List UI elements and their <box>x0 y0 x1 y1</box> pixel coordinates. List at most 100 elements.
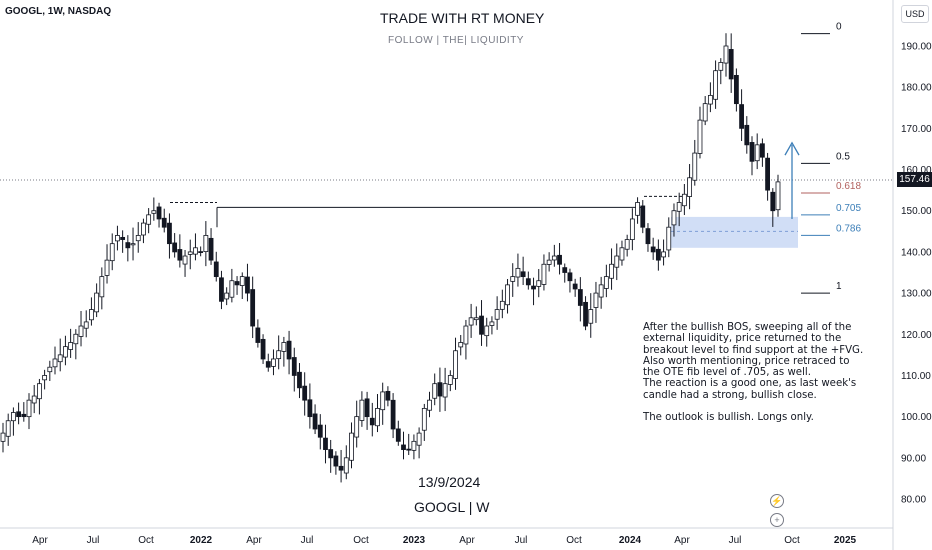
candle-body <box>401 444 406 450</box>
fib-level-label: 1 <box>836 281 842 292</box>
candle-body <box>671 210 677 226</box>
x-tick-label: Jul <box>515 535 528 546</box>
note-line <box>643 401 857 412</box>
candle-body <box>239 276 245 286</box>
candle-body <box>702 103 708 122</box>
candle-body <box>281 342 287 352</box>
candle-body <box>68 342 74 350</box>
candle-body <box>499 300 505 310</box>
candle-body <box>343 457 349 474</box>
candle-body <box>697 119 703 154</box>
candle-body <box>619 247 625 261</box>
candle-body <box>437 382 443 397</box>
x-tick-label: 2022 <box>190 535 213 546</box>
candle-body <box>749 142 755 162</box>
note-line: Also worth mentioning, price retraced to <box>643 355 850 367</box>
candle-body <box>395 428 401 442</box>
y-tick-label: 120.00 <box>901 330 932 341</box>
candle-body <box>302 385 308 401</box>
x-tick-label: Jul <box>301 535 314 546</box>
plus-icon[interactable]: + <box>770 513 784 527</box>
candle-body <box>99 276 105 298</box>
last-price-tag: 157.46 <box>897 172 932 187</box>
lightning-icon[interactable]: ⚡ <box>770 494 784 508</box>
candle-body <box>421 407 427 431</box>
candle-body <box>52 358 58 368</box>
candle-body <box>271 358 276 367</box>
candle-body <box>89 309 94 321</box>
x-tick-label: Jul <box>729 535 742 546</box>
fib-level-label: 0.5 <box>836 151 850 162</box>
candle-body <box>754 144 760 162</box>
candle-body <box>676 202 682 212</box>
candle-body <box>759 143 765 158</box>
date-annotation: 13/9/2024 <box>418 474 481 490</box>
candle-body <box>120 236 126 240</box>
candle-body <box>588 309 594 324</box>
watermark-title: TRADE WITH RT MONEY <box>380 10 545 26</box>
candle-body <box>208 237 214 261</box>
candle-body <box>31 395 37 404</box>
candle-body <box>416 432 422 446</box>
analysis-note: After the bullish BOS, sweeping all of t… <box>639 320 863 430</box>
x-tick-label: Apr <box>32 535 48 546</box>
candle-body <box>369 417 375 426</box>
candle-body <box>442 383 448 398</box>
candle-body <box>603 276 609 289</box>
currency-button[interactable]: USD <box>901 5 929 23</box>
candle-body <box>276 350 282 360</box>
candle-body <box>567 272 573 282</box>
y-tick-label: 180.00 <box>901 83 932 94</box>
candle-body <box>234 281 240 286</box>
candle-body <box>146 214 152 225</box>
candle-body <box>733 74 739 105</box>
candle-body <box>707 95 713 105</box>
candle-body <box>380 391 386 411</box>
y-tick-label: 170.00 <box>901 124 932 135</box>
candle-body <box>655 248 661 261</box>
candle-body <box>63 346 68 358</box>
candle-body <box>94 292 100 313</box>
x-tick-label: Oct <box>784 535 800 546</box>
note-line: the OTE fib level of .705, as well. <box>643 367 811 379</box>
candle-body <box>161 217 167 228</box>
note-line: candle had a strong, bullish close. <box>643 389 817 401</box>
note-line: The outlook is bullish. Longs only. <box>643 412 814 424</box>
candle-body <box>219 277 224 302</box>
candle-body <box>624 239 630 250</box>
y-tick-label: 130.00 <box>901 289 932 300</box>
candle-body <box>515 267 521 278</box>
x-tick-label: 2025 <box>834 535 857 546</box>
candle-body <box>359 399 365 421</box>
y-tick-label: 160.00 <box>901 165 932 176</box>
x-tick-label: 2023 <box>403 535 426 546</box>
candle-body <box>297 371 302 389</box>
y-tick-label: 150.00 <box>901 206 932 217</box>
candle-body <box>572 283 578 290</box>
candle-body <box>57 354 63 363</box>
candle-body <box>375 407 380 427</box>
x-tick-label: Apr <box>674 535 690 546</box>
candle-body <box>458 342 464 348</box>
candle-body <box>775 181 781 211</box>
y-tick-label: 100.00 <box>901 412 932 423</box>
candle-body <box>333 455 339 467</box>
candle-body <box>172 242 178 253</box>
candle-body <box>744 124 750 146</box>
ticker-annotation: GOOGL | W <box>414 499 490 515</box>
candle-body <box>546 259 552 265</box>
note-line: After the bullish BOS, sweeping all of t… <box>643 322 852 333</box>
candle-body <box>765 157 770 191</box>
candle-body <box>130 243 136 246</box>
candle-body <box>21 413 27 418</box>
candle-body <box>198 251 204 254</box>
candle-body <box>338 465 344 471</box>
candle-body <box>510 276 516 282</box>
candle-body <box>609 263 614 279</box>
candle-body <box>115 235 120 242</box>
candle-body <box>354 416 360 438</box>
y-tick-label: 110.00 <box>901 371 931 382</box>
candle-body <box>406 448 412 451</box>
candle-body <box>453 350 458 379</box>
